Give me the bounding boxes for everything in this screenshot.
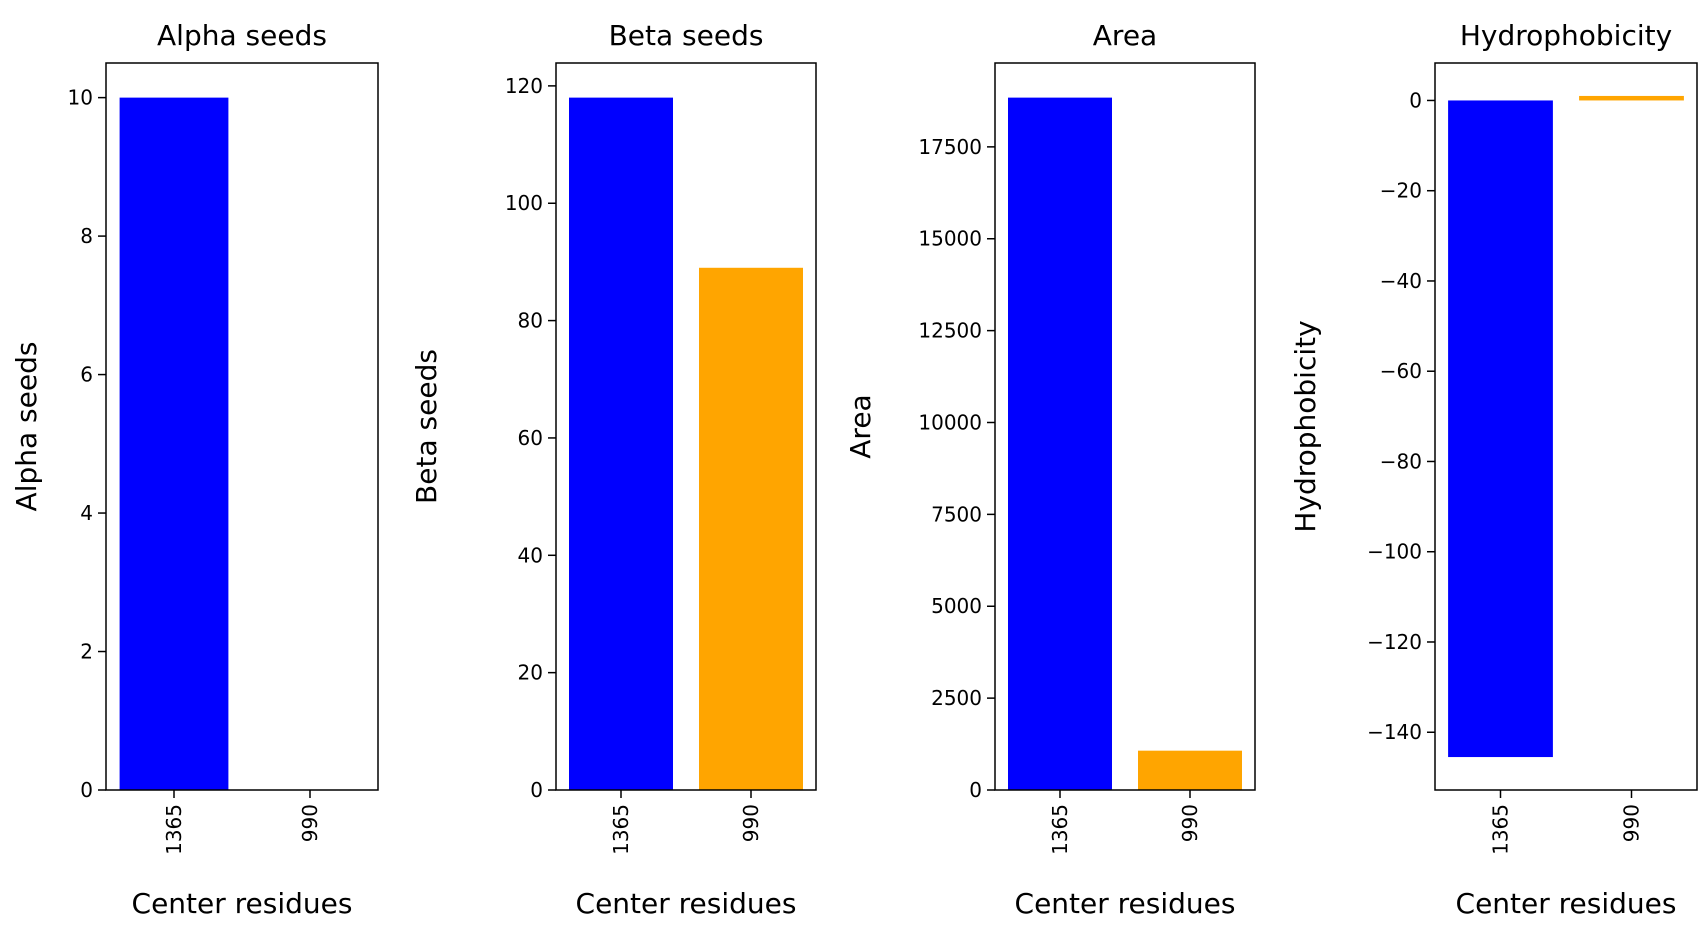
y-tick-label: −80 bbox=[1380, 449, 1422, 473]
x-axis-label: Center residues bbox=[132, 887, 353, 920]
bar-1365 bbox=[1448, 100, 1553, 758]
x-axis-label: Center residues bbox=[1015, 887, 1236, 920]
x-tick-label: 1365 bbox=[1048, 804, 1072, 855]
x-tick-label: 990 bbox=[739, 804, 763, 842]
y-tick-label: 120 bbox=[505, 74, 543, 98]
chart-panel-1: 0 2 4 6 8 10 1365 990 Alpha seeds Center residues… bbox=[10, 19, 379, 920]
chart-title: Alpha seeds bbox=[157, 19, 327, 52]
y-tick-label: 0 bbox=[530, 778, 543, 802]
x-tick-label: 990 bbox=[1178, 804, 1202, 842]
y-tick-label: 0 bbox=[80, 778, 93, 802]
y-axis-label: Area bbox=[844, 394, 877, 458]
bar-1365 bbox=[569, 97, 673, 791]
y-tick-label: 80 bbox=[518, 309, 543, 333]
y-tick-label: −60 bbox=[1380, 359, 1422, 383]
y-tick-label: −120 bbox=[1367, 630, 1422, 654]
chart-panel-2: 0 20 40 60 80 100 120 1365 990 Beta seeds Center r… bbox=[410, 19, 817, 920]
axes-frame bbox=[994, 62, 1256, 791]
y-axis-label: Beta seeds bbox=[410, 349, 443, 504]
x-tick-label: 990 bbox=[298, 804, 322, 842]
chart-title: Beta seeds bbox=[609, 19, 764, 52]
y-tick-label: 2500 bbox=[931, 686, 982, 710]
chart-title: Area bbox=[1093, 19, 1157, 52]
axes-frame bbox=[105, 62, 379, 791]
y-tick-label: 17500 bbox=[918, 135, 982, 159]
y-tick-label: 20 bbox=[518, 661, 543, 685]
bar-1365 bbox=[1008, 97, 1112, 791]
x-tick-label: 1365 bbox=[609, 804, 633, 855]
y-tick-label: 15000 bbox=[918, 227, 982, 251]
y-tick-label: −100 bbox=[1367, 540, 1422, 564]
y-tick-label: −40 bbox=[1380, 269, 1422, 293]
y-tick-label: −20 bbox=[1380, 179, 1422, 203]
chart-panel-3: 0 2500 5000 7500 10000 12500 15000 17500 1365 990… bbox=[844, 19, 1256, 920]
x-axis-label: Center residues bbox=[576, 887, 797, 920]
axes-frame bbox=[555, 62, 817, 791]
y-tick-label: 10 bbox=[68, 86, 93, 110]
bar-990 bbox=[699, 267, 803, 790]
y-tick-label: 0 bbox=[969, 778, 982, 802]
y-tick-label: −140 bbox=[1367, 720, 1422, 744]
y-tick-label: 2 bbox=[80, 640, 93, 664]
y-axis-label: Hydrophobicity bbox=[1289, 320, 1322, 532]
y-tick-label: 60 bbox=[518, 426, 543, 450]
panels: 0 2 4 6 8 10 1365 990 Alpha seeds Center residues… bbox=[10, 19, 1698, 920]
y-tick-label: 0 bbox=[1409, 88, 1422, 112]
bar-990 bbox=[1579, 95, 1684, 101]
bar-990 bbox=[1138, 750, 1242, 790]
axes-frame bbox=[1434, 62, 1698, 791]
y-axis-label: Alpha seeds bbox=[10, 342, 43, 512]
y-tick-label: 4 bbox=[80, 501, 93, 525]
y-tick-label: 10000 bbox=[918, 410, 982, 434]
y-tick-label: 40 bbox=[518, 543, 543, 567]
x-tick-label: 990 bbox=[1620, 804, 1644, 842]
y-tick-label: 100 bbox=[505, 191, 543, 215]
y-tick-label: 7500 bbox=[931, 502, 982, 526]
chart-title: Hydrophobicity bbox=[1460, 19, 1672, 52]
x-tick-label: 1365 bbox=[162, 804, 186, 855]
chart-panel-4: 0 −20 −40 −60 −80 −100 −120 −140 1365 990 Hydropho… bbox=[1289, 19, 1698, 920]
bar-1365 bbox=[119, 97, 229, 791]
y-tick-label: 5000 bbox=[931, 594, 982, 618]
x-axis-label: Center residues bbox=[1456, 887, 1677, 920]
y-tick-label: 12500 bbox=[918, 319, 982, 343]
y-tick-label: 8 bbox=[80, 224, 93, 248]
y-tick-label: 6 bbox=[80, 363, 93, 387]
x-tick-label: 1365 bbox=[1489, 804, 1513, 855]
